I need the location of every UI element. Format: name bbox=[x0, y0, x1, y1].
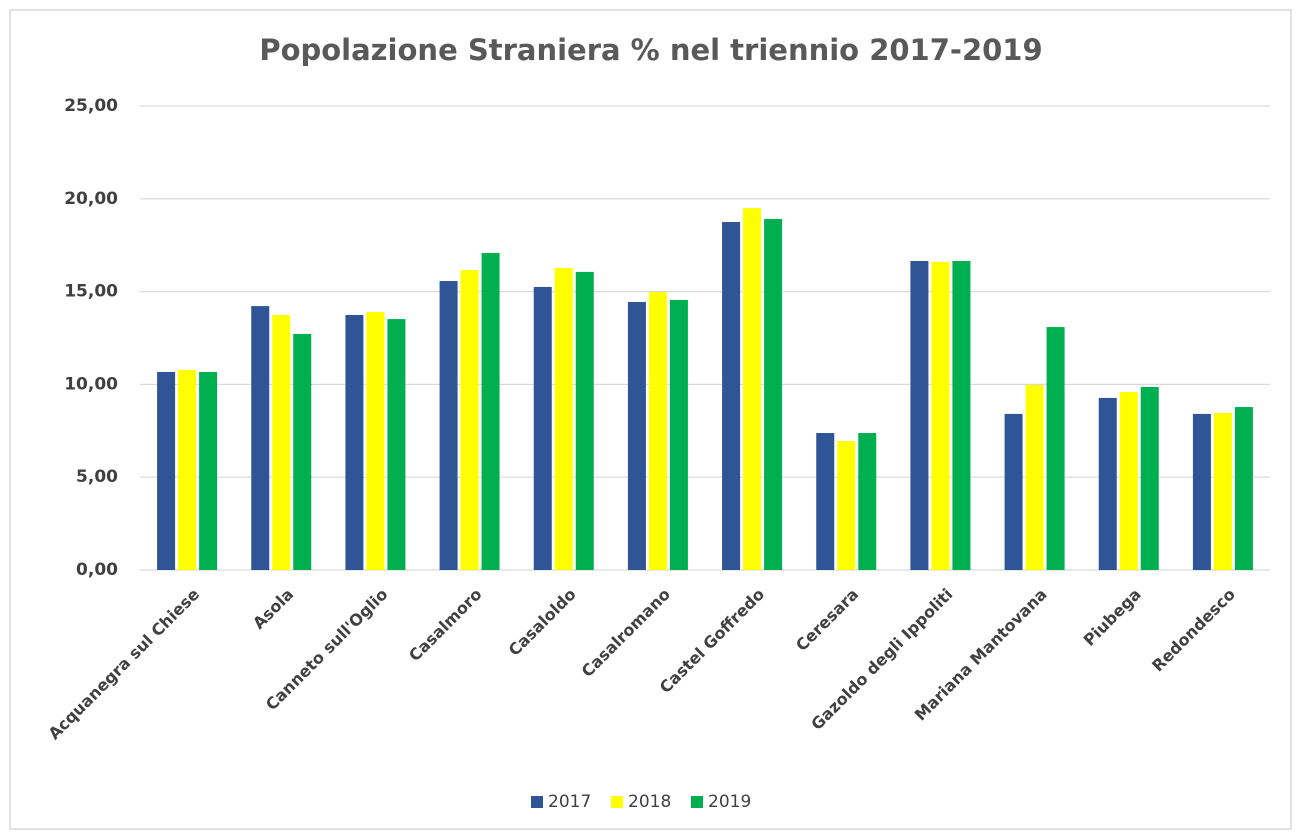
bar bbox=[366, 312, 385, 570]
bar bbox=[722, 222, 741, 570]
bar bbox=[858, 433, 877, 570]
y-tick-label: 10,00 bbox=[64, 374, 118, 394]
bar bbox=[293, 333, 312, 570]
bar bbox=[764, 219, 783, 570]
bar bbox=[816, 433, 835, 570]
bar bbox=[1213, 412, 1232, 570]
bar bbox=[1119, 392, 1138, 570]
bar bbox=[387, 319, 406, 570]
legend-swatch bbox=[531, 796, 543, 808]
bar bbox=[251, 306, 270, 570]
bar bbox=[837, 441, 856, 570]
bar bbox=[533, 286, 552, 570]
bar bbox=[1192, 413, 1211, 570]
y-tick-label: 20,00 bbox=[64, 189, 118, 209]
legend-swatch bbox=[611, 796, 623, 808]
bar bbox=[1004, 413, 1023, 570]
y-tick-label: 25,00 bbox=[64, 96, 118, 116]
bar bbox=[575, 271, 594, 570]
bar bbox=[439, 281, 458, 570]
y-tick-label: 5,00 bbox=[76, 467, 118, 487]
bar bbox=[1025, 384, 1044, 570]
bar bbox=[345, 314, 364, 570]
bar bbox=[199, 371, 218, 570]
bar bbox=[272, 314, 291, 570]
bar bbox=[743, 208, 762, 570]
bar bbox=[481, 252, 500, 571]
bar bbox=[910, 260, 929, 570]
bar bbox=[952, 260, 971, 570]
bar bbox=[178, 369, 197, 570]
y-tick-label: 0,00 bbox=[76, 560, 118, 580]
bar bbox=[627, 301, 646, 570]
legend-label: 2019 bbox=[708, 792, 751, 812]
y-tick-label: 15,00 bbox=[64, 282, 118, 302]
bar bbox=[931, 261, 950, 570]
bar bbox=[460, 270, 479, 570]
bar bbox=[669, 299, 688, 570]
legend-label: 2018 bbox=[628, 792, 671, 812]
bar bbox=[1140, 386, 1159, 570]
chart-title: Popolazione Straniera % nel triennio 201… bbox=[259, 33, 1042, 67]
legend-swatch bbox=[691, 796, 703, 808]
bar bbox=[1234, 407, 1253, 570]
bar bbox=[1098, 397, 1117, 570]
bar bbox=[1046, 327, 1065, 570]
bar bbox=[648, 291, 667, 570]
bar bbox=[157, 371, 176, 570]
bar bbox=[554, 268, 573, 570]
legend-label: 2017 bbox=[548, 792, 591, 812]
